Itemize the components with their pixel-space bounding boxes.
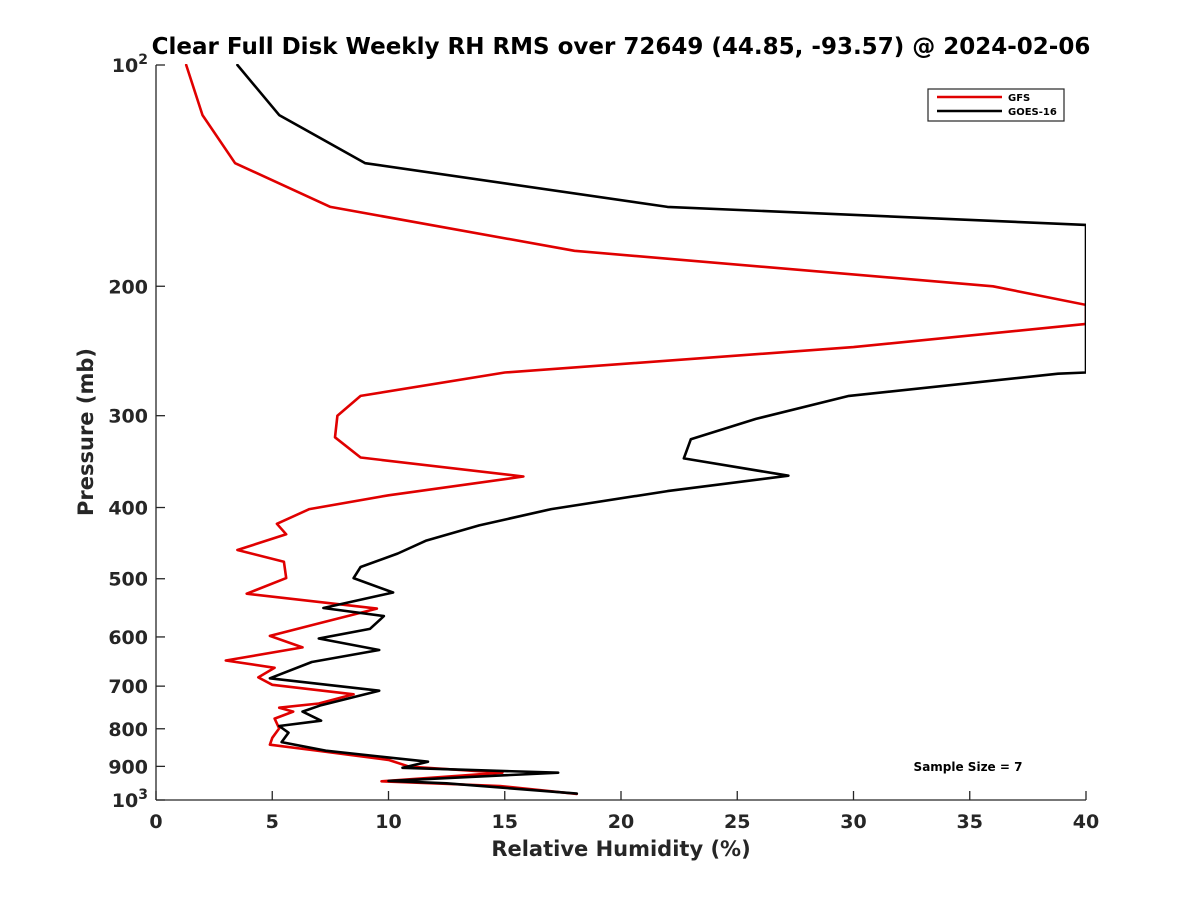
y-axis-title: Pressure (mb) — [74, 348, 98, 516]
y-tick-label: 700 — [108, 676, 148, 698]
y-tick-labels: 102 200 300 400 500 600 700 800 900 103 — [108, 52, 165, 812]
y-tick-label: 200 — [108, 276, 148, 298]
y-tick-label: 400 — [108, 498, 148, 520]
series-line-gfs — [184, 64, 1086, 796]
legend-label-goes16: GOES-16 — [1008, 107, 1057, 118]
legend-box — [927, 88, 1065, 122]
x-tick-label: 30 — [840, 811, 866, 833]
axes — [155, 65, 1086, 801]
legend-label-gfs: GFS — [1008, 93, 1030, 104]
x-tick-label: 0 — [149, 811, 162, 833]
x-tick-label: 40 — [1073, 811, 1099, 833]
y-tick-label: 300 — [108, 406, 148, 428]
x-tick-label: 20 — [608, 811, 634, 833]
series-line-goes16 — [236, 64, 1086, 795]
x-tick-label: 35 — [957, 811, 983, 833]
series-lines — [184, 64, 1086, 796]
y-tick-label: 900 — [108, 756, 148, 778]
x-tick-labels: 0 5 10 15 20 25 30 35 40 — [149, 791, 1099, 833]
legend: GFS GOES-16 — [927, 88, 1065, 122]
x-tick-label: 5 — [266, 811, 279, 833]
x-axis-title: Relative Humidity (%) — [491, 837, 750, 861]
y-tick-label: 103 — [112, 787, 148, 812]
y-tick-label: 600 — [108, 627, 148, 649]
y-tick-label: 500 — [108, 569, 148, 591]
y-tick-label: 800 — [108, 719, 148, 741]
x-tick-label: 25 — [724, 811, 750, 833]
y-tick-label: 102 — [112, 52, 148, 77]
chart-title: Clear Full Disk Weekly RH RMS over 72649… — [152, 34, 1091, 60]
x-tick-label: 10 — [375, 811, 401, 833]
x-tick-label: 15 — [492, 811, 518, 833]
plot-area: 0 5 10 15 20 25 30 35 40 102 200 300 400 500 600 700 80… — [108, 52, 1099, 833]
sample-size-annotation: Sample Size = 7 — [914, 760, 1023, 774]
